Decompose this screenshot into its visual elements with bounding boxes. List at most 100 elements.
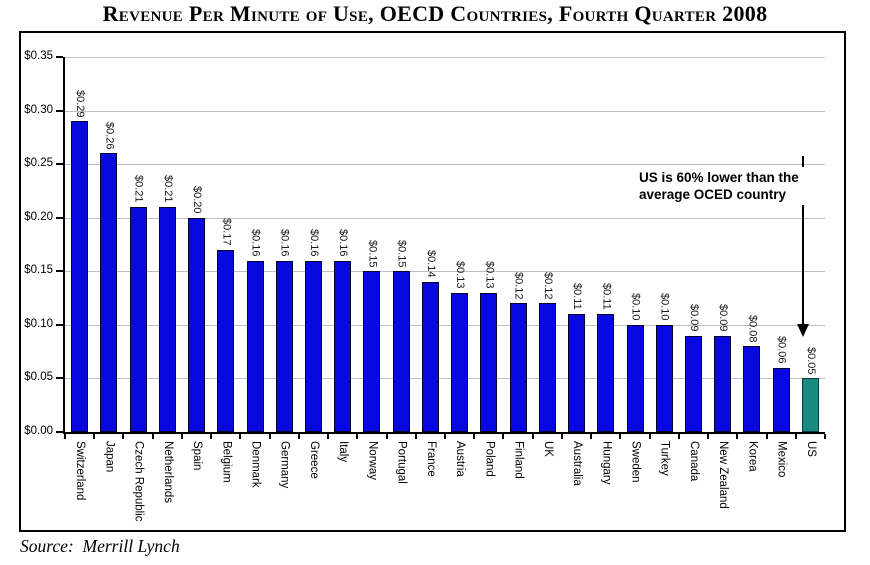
gridline xyxy=(65,378,825,380)
bar-value-label: $0.16 xyxy=(307,229,320,257)
x-axis-line xyxy=(63,432,825,434)
bar-turkey xyxy=(655,324,673,432)
annotation-line1: US is 60% lower than the xyxy=(639,170,799,185)
bar-uk xyxy=(538,303,556,432)
bar-finland xyxy=(509,303,527,432)
bar-belgium xyxy=(217,249,235,432)
y-axis-tick xyxy=(56,163,63,166)
x-axis-tick xyxy=(414,434,417,439)
bar-value-label: $0.29 xyxy=(74,89,87,118)
annotation-line2: average OCED country xyxy=(639,187,787,202)
bar-value-label: $0.13 xyxy=(483,261,496,289)
y-axis-tick xyxy=(56,216,63,219)
x-axis-label-mexico: Mexico xyxy=(775,441,788,478)
x-axis-label-netherlands: Netherlands xyxy=(161,441,174,504)
x-axis-tick xyxy=(327,434,330,439)
annotation-text: US is 60% lower than the average OCED co… xyxy=(635,167,823,205)
x-axis-tick xyxy=(473,434,476,439)
x-axis-tick xyxy=(531,434,534,439)
x-axis-label-poland: Poland xyxy=(483,441,496,477)
bar-poland xyxy=(480,292,498,432)
gridline xyxy=(65,110,825,112)
y-axis-tick xyxy=(56,431,63,433)
x-axis-tick xyxy=(502,434,505,439)
y-axis-label: $0.15 xyxy=(24,264,53,277)
y-axis-tick xyxy=(56,270,63,273)
x-axis-label-denmark: Denmark xyxy=(249,441,262,488)
x-axis-label-greece: Greece xyxy=(307,441,320,479)
chart-frame: $0.35 $0.30 $0.25 $0.20 $0.15 $0.10 $0.05 $0.00… xyxy=(19,31,846,532)
x-axis-label-australia: Australia xyxy=(571,441,584,486)
x-axis-label-japan: Japan xyxy=(103,441,116,473)
bar-value-label: $0.12 xyxy=(541,271,554,300)
y-axis-tick xyxy=(56,56,63,58)
annotation-arrow-line xyxy=(802,156,804,326)
x-axis-label-spain: Spain xyxy=(191,441,204,471)
bar-value-label: $0.10 xyxy=(658,293,671,321)
x-axis-label-new-zealand: New Zealand xyxy=(717,441,730,509)
x-axis-label-uk: UK xyxy=(541,441,554,457)
x-axis-tick xyxy=(297,434,300,439)
x-axis-label-italy: Italy xyxy=(337,441,350,463)
bar-value-label: $0.12 xyxy=(512,271,525,300)
x-axis-tick xyxy=(64,434,66,439)
gridline xyxy=(65,217,825,219)
gridline xyxy=(65,271,825,273)
x-axis-label-finland: Finland xyxy=(512,441,525,479)
bar-canada xyxy=(684,335,702,432)
bar-sweden xyxy=(626,324,644,432)
bar-value-label: $0.11 xyxy=(600,283,613,311)
x-axis-label-portugal: Portugal xyxy=(395,441,408,484)
x-axis-tick xyxy=(765,434,768,439)
x-axis-tick xyxy=(560,434,563,439)
bar-austria xyxy=(451,292,469,432)
bar-netherlands xyxy=(158,207,176,432)
x-axis-label-france: France xyxy=(424,441,437,477)
x-axis-tick xyxy=(824,434,826,439)
x-axis-tick xyxy=(122,434,125,439)
bar-germany xyxy=(275,260,293,432)
bar-norway xyxy=(363,271,381,432)
bar-value-label: $0.06 xyxy=(775,336,788,364)
bar-czech-republic xyxy=(129,207,147,432)
bar-value-label: $0.09 xyxy=(687,304,700,332)
x-axis-tick xyxy=(590,434,593,439)
y-axis-label: $0.30 xyxy=(24,103,53,116)
x-axis-tick xyxy=(707,434,710,439)
x-axis-label-canada: Canada xyxy=(687,441,700,482)
x-axis-tick xyxy=(619,434,622,439)
bar-value-label: $0.13 xyxy=(454,261,467,289)
x-axis-label-switzerland: Switzerland xyxy=(74,441,87,501)
bar-new-zealand xyxy=(714,335,732,432)
bar-value-label: $0.16 xyxy=(278,229,291,257)
bar-italy xyxy=(334,260,352,432)
plot-area: $0.35 $0.30 $0.25 $0.20 $0.15 $0.10 $0.05 $0.00… xyxy=(24,50,826,522)
bar-value-label: $0.26 xyxy=(103,121,116,150)
y-axis-tick xyxy=(56,109,63,112)
x-axis-tick xyxy=(385,434,388,439)
x-axis-label-austria: Austria xyxy=(454,441,467,477)
bar-value-label: $0.15 xyxy=(395,239,408,268)
x-axis-label-hungary: Hungary xyxy=(600,441,613,485)
bar-value-label: $0.10 xyxy=(629,293,642,321)
y-axis-label: $0.10 xyxy=(24,317,53,330)
x-axis-tick xyxy=(210,434,213,439)
bar-korea xyxy=(743,346,761,432)
y-axis-label: $0.20 xyxy=(24,210,53,223)
gridline xyxy=(65,324,825,326)
y-axis-label: $0.05 xyxy=(24,371,53,384)
bar-value-label: $0.08 xyxy=(746,314,759,343)
y-axis-label: $0.35 xyxy=(24,50,53,62)
x-axis-tick xyxy=(268,434,271,439)
y-axis-tick xyxy=(56,377,63,380)
bar-spain xyxy=(188,217,206,432)
bar-australia xyxy=(568,314,586,432)
x-axis-tick xyxy=(239,434,242,439)
x-axis-label-germany: Germany xyxy=(278,441,291,489)
x-axis-label-sweden: Sweden xyxy=(629,441,642,483)
x-axis-label-norway: Norway xyxy=(366,441,379,480)
x-axis-tick xyxy=(648,434,651,439)
bar-value-label: $0.21 xyxy=(132,175,145,203)
bar-portugal xyxy=(392,271,410,432)
bar-greece xyxy=(304,260,322,432)
